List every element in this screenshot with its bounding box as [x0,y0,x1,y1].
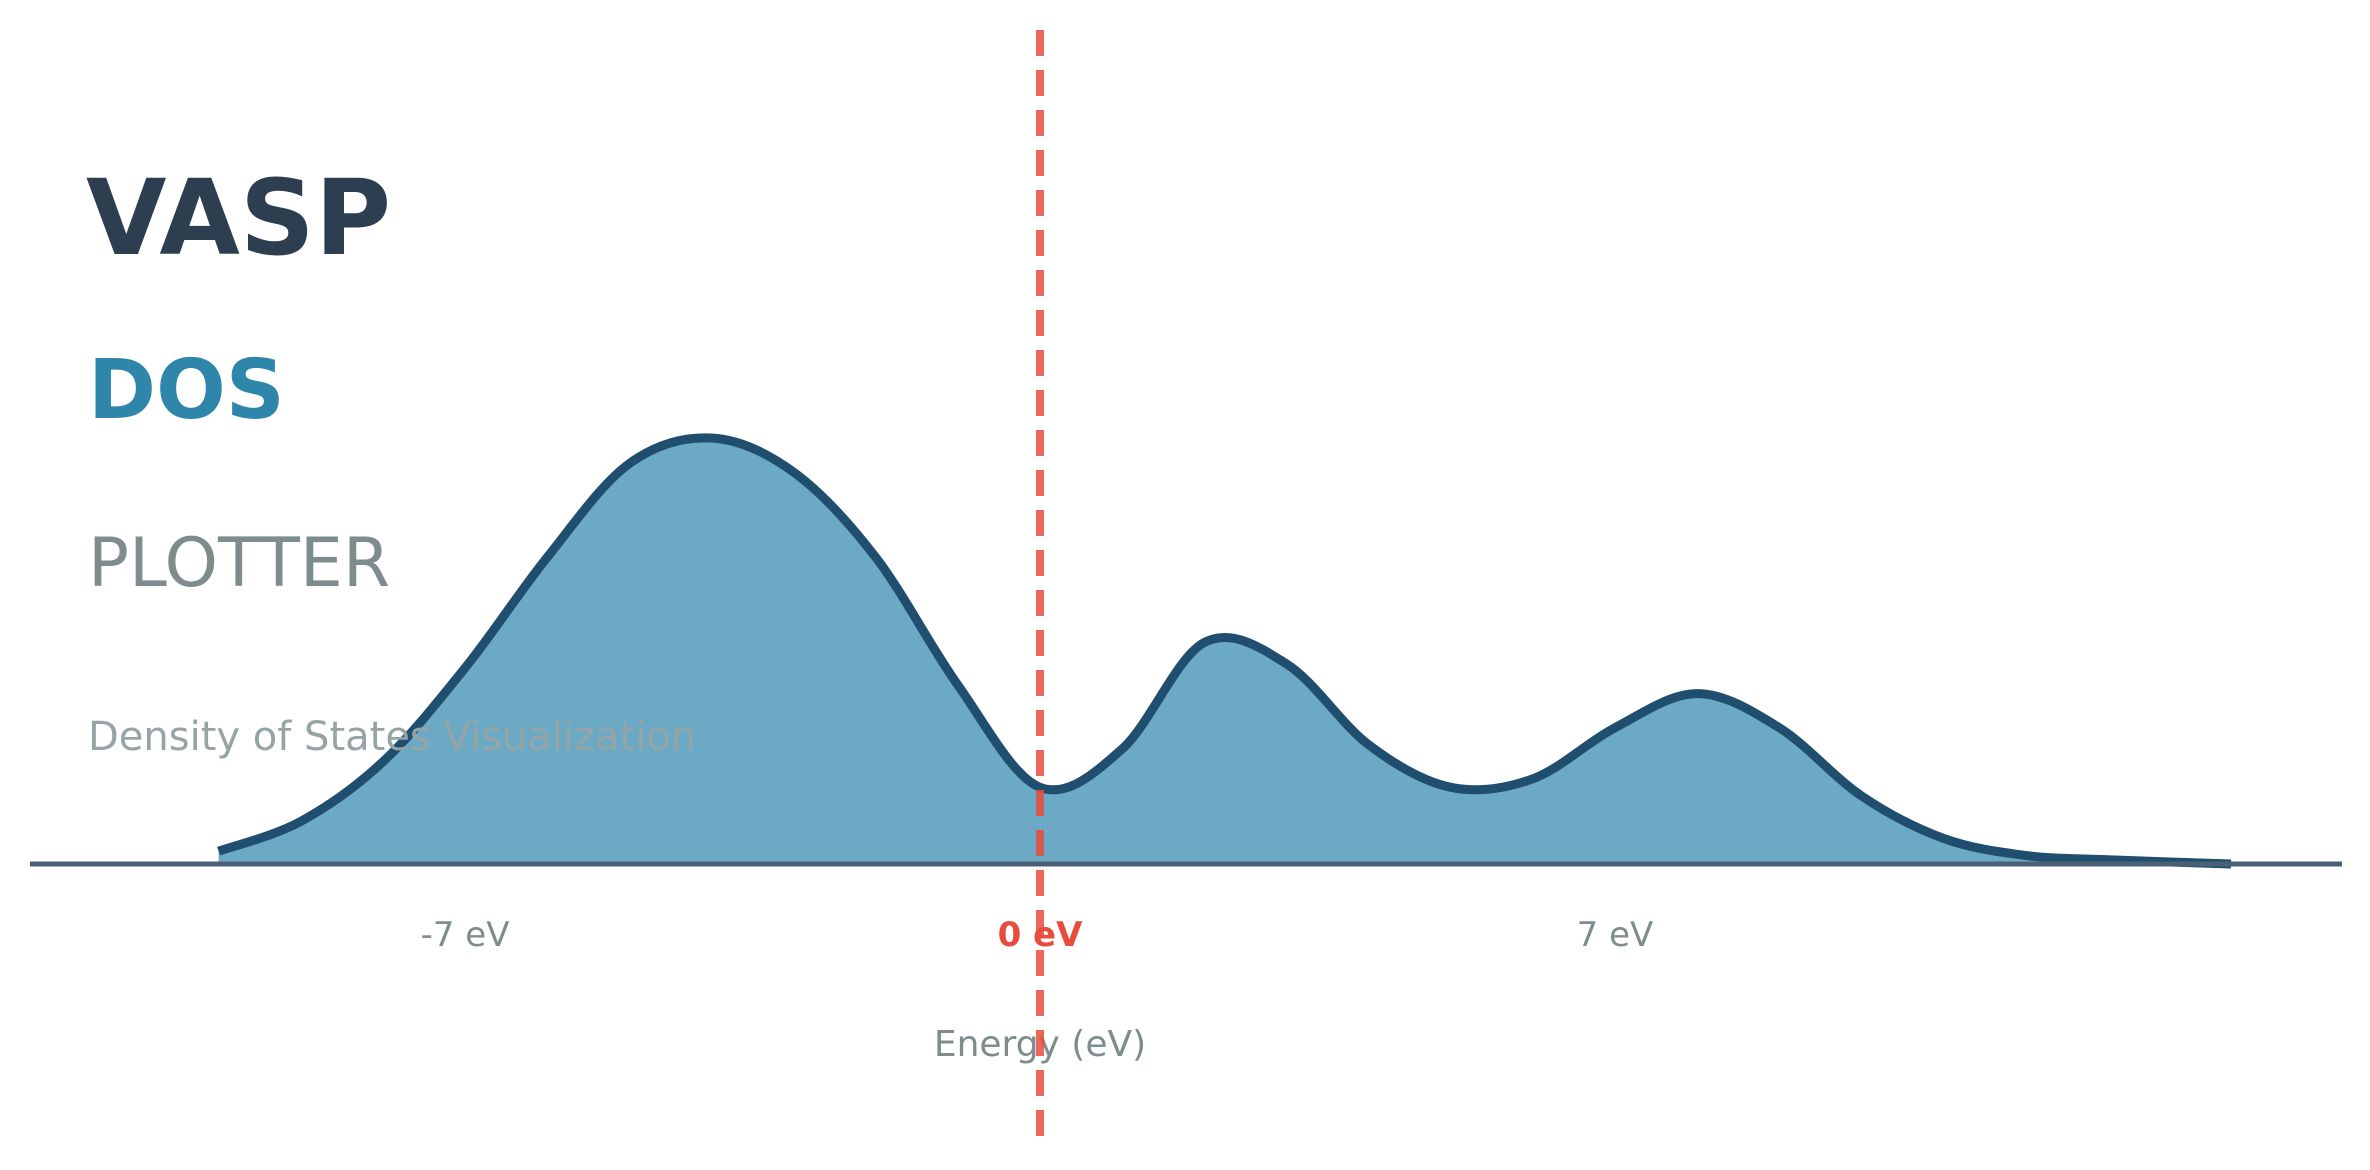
x-tick-label: -7 eV [421,915,510,955]
dos-curve [217,433,2232,869]
x-tick-label: 7 eV [1577,915,1654,955]
title-plotter: PLOTTER [88,524,390,603]
title-dos: DOS [88,343,285,438]
tagline: Density of States Visualization [88,714,696,760]
dos-area [218,437,2232,864]
title-vasp: VASP [86,157,391,279]
